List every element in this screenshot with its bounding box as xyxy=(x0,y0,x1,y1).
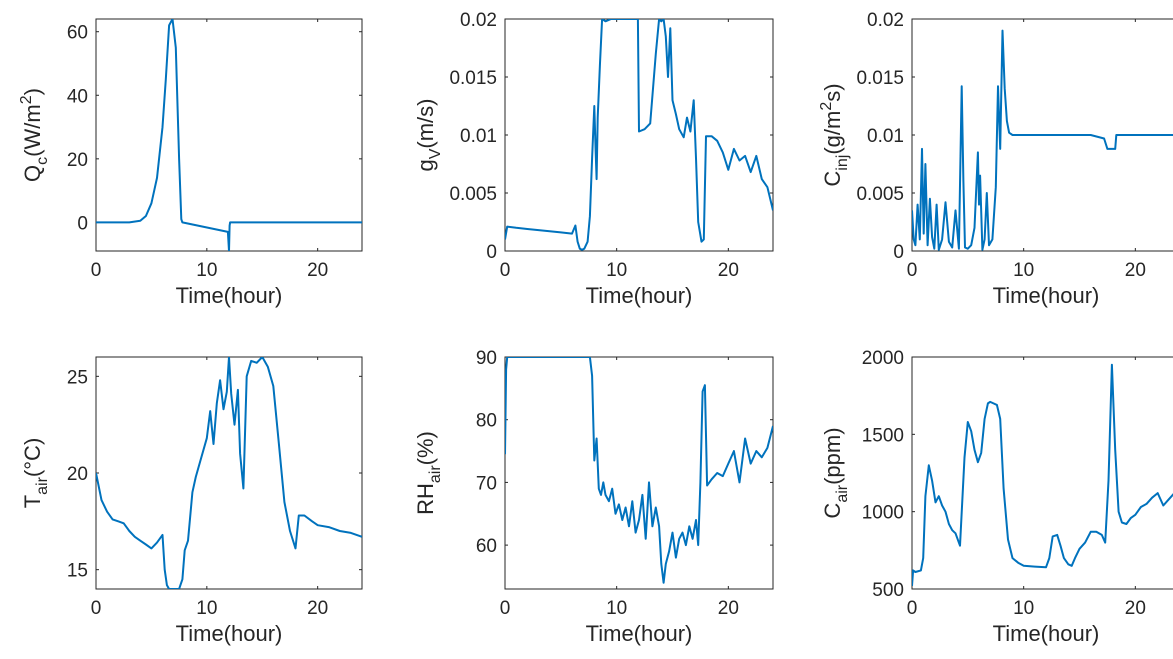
series-line xyxy=(912,363,1173,586)
x-tick-label: 10 xyxy=(606,260,627,281)
y-tick-label: 0 xyxy=(893,242,904,263)
y-axis-label: Cinj(g/m2s) xyxy=(818,83,851,186)
x-tick-label: 20 xyxy=(307,598,328,619)
y-tick-label: 0.01 xyxy=(867,126,904,147)
x-tick-label: 0 xyxy=(500,260,511,281)
x-tick-label: 0 xyxy=(91,598,102,619)
y-tick-label: 500 xyxy=(872,580,904,601)
y-tick-label: 60 xyxy=(67,23,88,44)
y-tick-label: 0.005 xyxy=(856,184,904,205)
x-tick-label: 20 xyxy=(307,260,328,281)
y-tick-label: 1000 xyxy=(862,503,904,524)
x-axis-label: Time(hour) xyxy=(176,621,283,646)
y-tick-label: 0.005 xyxy=(449,184,497,205)
y-tick-label: 25 xyxy=(67,367,88,388)
x-tick-label: 20 xyxy=(1125,598,1146,619)
y-axis-label: gV(m/s) xyxy=(413,98,444,171)
chart-cair: 0 10 20 500 1000 1500 2000 Time(hour) Cair(ppm) xyxy=(820,348,1173,646)
y-axis-label: Tair(°C) xyxy=(20,438,51,509)
x-axis-label: Time(hour) xyxy=(993,621,1100,646)
y-axis-label: RHair(%) xyxy=(413,431,444,515)
chart-tair: 0 10 20 15 20 25 Time(hour) Tair(°C) xyxy=(20,356,363,646)
y-tick-label: 60 xyxy=(476,536,497,557)
y-tick-label: 0.02 xyxy=(460,10,497,31)
x-tick-label: 20 xyxy=(718,598,739,619)
y-axis-label: Qc(W/m2) xyxy=(18,88,51,182)
chart-gv: 0 10 20 0 0.005 0.01 0.015 0.02 Time(hour) gV(m/s… xyxy=(413,10,774,308)
x-tick-label: 10 xyxy=(606,598,627,619)
x-tick-label: 0 xyxy=(907,260,918,281)
x-axis-label: Time(hour) xyxy=(993,283,1100,308)
x-tick-label: 10 xyxy=(196,260,217,281)
y-tick-label: 20 xyxy=(67,150,88,171)
x-tick-label: 10 xyxy=(1013,260,1034,281)
x-tick-label: 10 xyxy=(1013,598,1034,619)
chart-cinj: 0 10 20 0 0.005 0.01 0.015 0.02 Time(hour) Cinj(g… xyxy=(818,10,1173,308)
x-tick-label: 20 xyxy=(1125,260,1146,281)
y-tick-label: 0.01 xyxy=(460,126,497,147)
y-tick-label: 90 xyxy=(476,348,497,369)
y-tick-label: 40 xyxy=(67,86,88,107)
series-line xyxy=(96,357,362,589)
y-tick-label: 80 xyxy=(476,411,497,432)
y-tick-label: 70 xyxy=(476,473,497,494)
y-tick-label: 0.015 xyxy=(449,68,497,89)
x-axis-label: Time(hour) xyxy=(586,283,693,308)
x-tick-label: 0 xyxy=(91,260,102,281)
chart-qc: 0 10 20 0 20 40 60 Time(hour) Qc(W/m2) xyxy=(18,18,363,308)
y-tick-label: 0 xyxy=(486,242,497,263)
y-tick-label: 0.02 xyxy=(867,10,904,31)
y-tick-label: 2000 xyxy=(862,348,904,369)
axes-box xyxy=(504,356,774,590)
x-tick-label: 0 xyxy=(500,598,511,619)
x-axis-label: Time(hour) xyxy=(176,283,283,308)
y-tick-label: 0 xyxy=(77,213,88,234)
chart-rhair: 0 10 20 60 70 80 90 Time(hour) RHair(%) xyxy=(413,348,774,646)
series-line xyxy=(96,19,362,251)
series-line xyxy=(505,19,773,251)
axes-box xyxy=(95,356,363,590)
y-tick-label: 15 xyxy=(67,561,88,582)
series-line xyxy=(505,357,773,584)
x-tick-label: 0 xyxy=(907,598,918,619)
x-tick-label: 20 xyxy=(718,260,739,281)
x-axis-label: Time(hour) xyxy=(586,621,693,646)
series-line xyxy=(912,29,1173,251)
axes-box xyxy=(95,18,363,252)
y-tick-label: 20 xyxy=(67,464,88,485)
axes-box xyxy=(911,356,1173,590)
y-tick-label: 1500 xyxy=(862,425,904,446)
x-tick-label: 10 xyxy=(196,598,217,619)
y-tick-label: 0.015 xyxy=(856,68,904,89)
y-axis-label: Cair(ppm) xyxy=(820,427,851,518)
